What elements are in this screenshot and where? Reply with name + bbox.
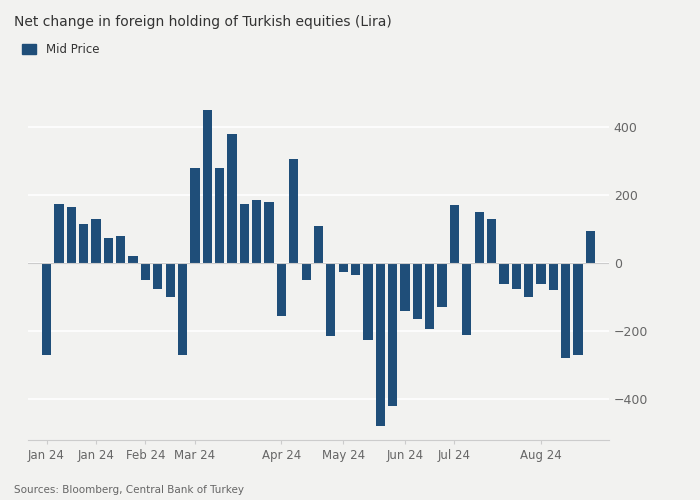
Bar xyxy=(104,238,113,263)
Bar xyxy=(314,226,323,263)
Bar xyxy=(55,204,64,263)
Bar xyxy=(487,219,496,263)
Bar xyxy=(128,256,138,263)
Bar xyxy=(376,263,385,426)
Bar xyxy=(512,263,521,288)
Bar xyxy=(276,263,286,316)
Bar xyxy=(215,168,224,263)
Bar xyxy=(326,263,335,336)
Bar xyxy=(66,207,76,263)
Bar xyxy=(178,263,187,355)
Bar xyxy=(289,160,298,263)
Bar xyxy=(79,224,88,263)
Bar xyxy=(450,206,459,263)
Bar xyxy=(363,263,372,340)
Bar xyxy=(425,263,435,330)
Bar xyxy=(462,263,472,334)
Bar xyxy=(302,263,311,280)
Bar xyxy=(524,263,533,297)
Bar xyxy=(413,263,422,319)
Bar xyxy=(92,219,101,263)
Bar xyxy=(351,263,360,275)
Bar xyxy=(400,263,410,310)
Bar xyxy=(141,263,150,280)
Bar xyxy=(561,263,570,358)
Bar xyxy=(252,200,261,263)
Text: Sources: Bloomberg, Central Bank of Turkey: Sources: Bloomberg, Central Bank of Turk… xyxy=(14,485,244,495)
Bar xyxy=(536,263,545,283)
Bar xyxy=(388,263,398,406)
Bar xyxy=(202,106,212,263)
Bar xyxy=(42,263,51,355)
Bar xyxy=(499,263,509,283)
Bar xyxy=(573,263,582,355)
Bar xyxy=(228,134,237,263)
Bar xyxy=(549,263,558,290)
Bar xyxy=(339,263,348,272)
Bar xyxy=(475,212,484,263)
Bar xyxy=(116,236,125,263)
Bar xyxy=(153,263,162,288)
Bar xyxy=(438,263,447,308)
Bar xyxy=(165,263,175,297)
Bar xyxy=(265,202,274,263)
Bar xyxy=(586,231,595,263)
Bar xyxy=(239,204,249,263)
Legend: Mid Price: Mid Price xyxy=(22,44,99,57)
Text: Net change in foreign holding of Turkish equities (Lira): Net change in foreign holding of Turkish… xyxy=(14,15,392,29)
Bar xyxy=(190,168,199,263)
